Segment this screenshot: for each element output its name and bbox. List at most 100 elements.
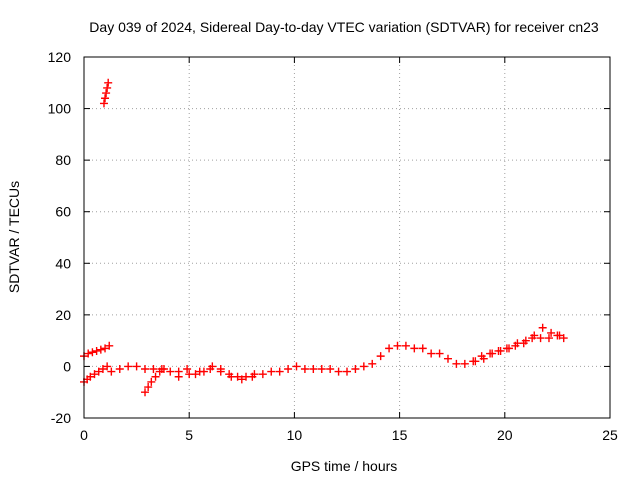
data-point — [443, 354, 452, 363]
data-point — [132, 362, 141, 371]
data-point — [258, 370, 267, 379]
data-point — [216, 367, 225, 376]
data-point — [86, 372, 95, 381]
data-point — [248, 372, 257, 381]
data-point — [103, 362, 112, 371]
axis-ticks: 0 5 10 15 20 25 -20 0 20 40 60 80 100 120 — [48, 49, 618, 443]
data-point — [538, 323, 547, 332]
data-point — [275, 367, 284, 376]
data-point — [418, 344, 427, 353]
data-point — [544, 334, 553, 343]
y-tick-label: 60 — [55, 204, 71, 220]
series-group — [80, 341, 114, 361]
data-point — [141, 388, 150, 397]
data-point — [147, 377, 156, 386]
data-point — [559, 334, 568, 343]
data-point — [547, 328, 556, 337]
data-point — [505, 344, 514, 353]
data-point — [496, 346, 505, 355]
data-point — [300, 365, 309, 374]
x-tick-label: 10 — [287, 427, 303, 443]
data-point — [237, 375, 246, 384]
x-axis-label: GPS time / hours — [291, 458, 398, 474]
y-axis-label: SDTVAR / TECUs — [6, 181, 22, 293]
data-point — [149, 365, 158, 374]
grid-lines — [84, 57, 610, 418]
data-point — [479, 354, 488, 363]
data-point — [101, 94, 110, 103]
data-point — [368, 359, 377, 368]
data-point — [96, 345, 105, 354]
data-point — [427, 349, 436, 358]
data-point — [103, 83, 112, 92]
y-tick-label: 20 — [55, 307, 71, 323]
data-point — [359, 362, 368, 371]
y-tick-label: 40 — [55, 255, 71, 271]
data-point — [292, 362, 301, 371]
series-group — [99, 78, 113, 108]
data-point — [94, 367, 103, 376]
data-point — [157, 365, 166, 374]
data-point — [105, 341, 114, 350]
data-point — [124, 362, 133, 371]
data-point — [227, 372, 236, 381]
y-tick-label: 120 — [48, 49, 72, 65]
data-point — [195, 367, 204, 376]
y-tick-label: 80 — [55, 152, 71, 168]
data-point — [84, 349, 93, 358]
data-point — [343, 367, 351, 376]
data-point — [471, 357, 480, 366]
chart-title: Day 039 of 2024, Sidereal Day-to-day VTE… — [89, 19, 599, 35]
x-tick-label: 5 — [185, 427, 193, 443]
data-point — [376, 352, 385, 361]
data-point — [410, 344, 419, 353]
data-point — [317, 365, 326, 374]
data-point — [536, 334, 545, 343]
data-point — [151, 372, 160, 381]
data-point — [284, 365, 293, 374]
data-point — [206, 365, 215, 374]
data-point — [521, 336, 530, 345]
data-point — [99, 99, 108, 108]
data-point — [393, 341, 402, 350]
data-point — [452, 359, 461, 368]
data-series — [80, 78, 568, 397]
y-tick-label: -20 — [51, 410, 71, 426]
data-point — [401, 341, 410, 350]
data-point — [174, 372, 183, 381]
data-point — [104, 78, 113, 87]
data-point — [385, 344, 394, 353]
data-point — [334, 367, 343, 376]
y-tick-label: 0 — [63, 358, 71, 374]
data-point — [326, 365, 335, 374]
data-point — [513, 339, 522, 348]
data-point — [183, 365, 192, 374]
x-tick-label: 25 — [602, 427, 618, 443]
data-point — [460, 359, 469, 368]
x-tick-label: 20 — [497, 427, 513, 443]
data-point — [144, 383, 153, 392]
data-point — [115, 365, 124, 374]
data-point — [267, 367, 276, 376]
data-point — [166, 367, 175, 376]
series-group — [174, 323, 564, 384]
data-point — [98, 365, 107, 374]
data-point — [351, 365, 360, 374]
data-point — [141, 365, 150, 374]
x-tick-label: 15 — [392, 427, 408, 443]
data-point — [185, 370, 194, 379]
data-point — [102, 89, 111, 98]
data-point — [92, 346, 101, 355]
data-point — [88, 348, 97, 357]
data-point — [309, 365, 318, 374]
data-point — [435, 349, 444, 358]
data-point — [90, 370, 99, 379]
plot-frame — [83, 56, 611, 419]
data-point — [107, 367, 116, 376]
data-point — [555, 331, 564, 340]
y-tick-label: 100 — [48, 101, 72, 117]
data-point — [530, 331, 539, 340]
data-point — [488, 349, 497, 358]
x-tick-label: 0 — [80, 427, 88, 443]
